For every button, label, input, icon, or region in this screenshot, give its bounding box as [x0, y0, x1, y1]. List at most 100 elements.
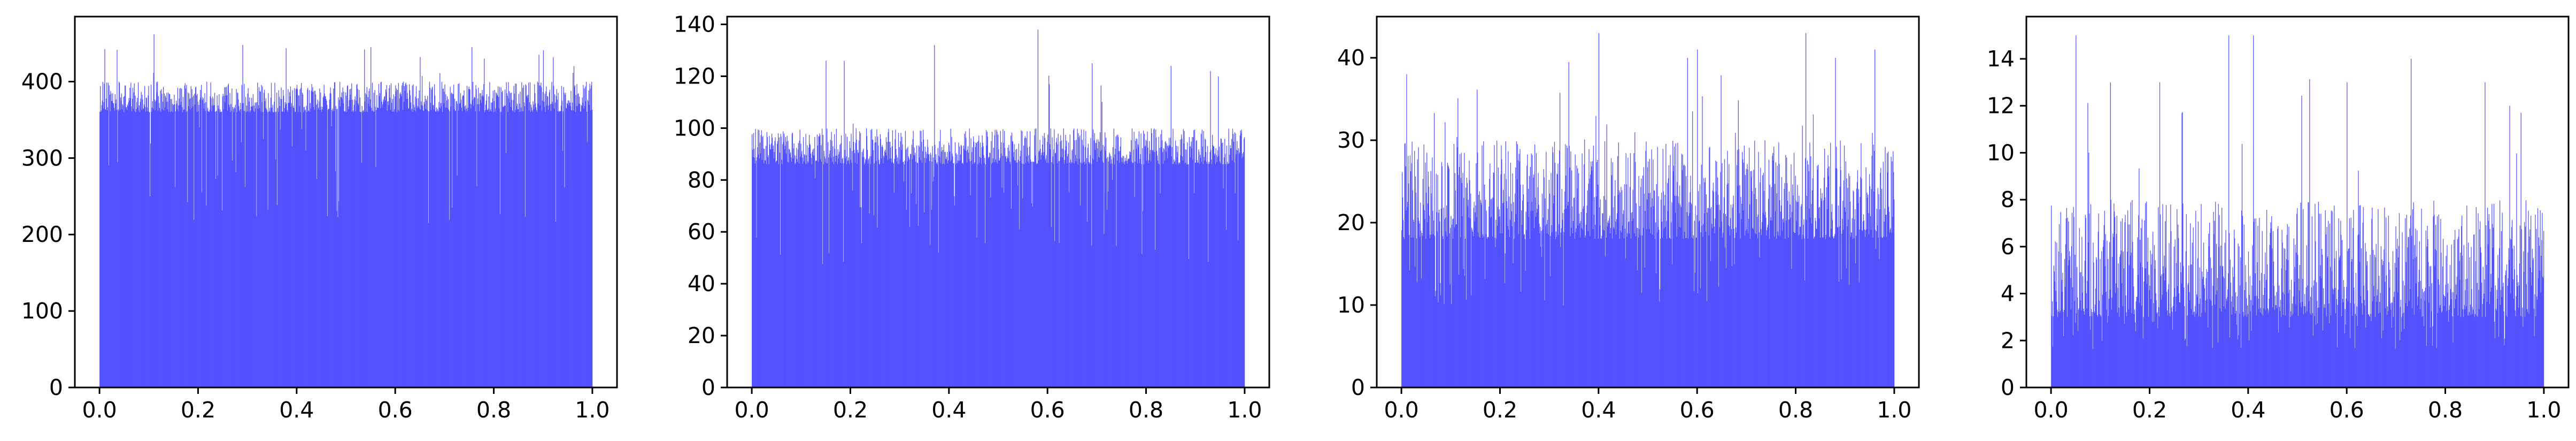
- histogram-bar: [980, 142, 981, 387]
- histogram-bar: [2304, 294, 2305, 387]
- histogram-bar: [1489, 179, 1490, 387]
- histogram-bar: [2108, 316, 2109, 387]
- histogram-bar: [1874, 150, 1875, 387]
- histogram-bar: [525, 217, 526, 387]
- histogram-bar: [1056, 138, 1058, 387]
- histogram-bar: [172, 103, 173, 387]
- histogram-bar: [579, 96, 580, 388]
- histogram-bar: [575, 112, 576, 387]
- histogram-bar: [882, 147, 883, 387]
- histogram-bar: [2336, 347, 2338, 387]
- histogram-bar: [1469, 180, 1470, 387]
- histogram-bar: [126, 107, 127, 387]
- histogram-bar: [2493, 227, 2494, 387]
- histogram-bar: [774, 141, 775, 387]
- histogram-bar: [582, 103, 583, 387]
- histogram-bar: [1827, 155, 1829, 387]
- histogram-bar: [808, 147, 809, 387]
- histogram-bar: [822, 264, 823, 387]
- histogram-bar: [1846, 268, 1847, 387]
- histogram-bar: [282, 111, 283, 387]
- histogram-bar: [1455, 191, 1456, 387]
- histogram-bar: [192, 106, 194, 388]
- histogram-bar: [112, 93, 113, 387]
- histogram-bar: [2363, 207, 2364, 387]
- histogram-bar: [1462, 173, 1463, 387]
- histogram-bar: [312, 87, 313, 387]
- histogram-bar: [547, 110, 549, 387]
- histogram-bar: [2353, 210, 2354, 387]
- histogram-bar: [1083, 145, 1084, 387]
- histogram-bar: [1164, 161, 1165, 387]
- histogram-bar: [1043, 155, 1044, 387]
- histogram-bar: [1000, 131, 1001, 387]
- histogram-bar: [1048, 75, 1050, 387]
- histogram-bar: [2143, 282, 2145, 387]
- histogram-bar: [2319, 276, 2320, 387]
- histogram-bar: [1118, 137, 1119, 387]
- histogram-bar: [1550, 235, 1551, 387]
- histogram-bar: [2140, 262, 2141, 387]
- histogram-bar: [920, 160, 921, 387]
- histogram-bar: [960, 154, 961, 387]
- histogram-bar: [2390, 309, 2392, 387]
- histogram-bar: [411, 111, 412, 388]
- histogram-bar: [1046, 163, 1047, 387]
- histogram-bar: [1505, 253, 1506, 387]
- histogram-bar: [1418, 221, 1420, 387]
- histogram-bar: [1441, 162, 1443, 387]
- histogram-bar: [1406, 74, 1407, 388]
- x-tick-label: 0.8: [2428, 397, 2463, 423]
- histogram-bar: [1580, 221, 1581, 387]
- histogram-bar: [2300, 302, 2301, 387]
- histogram-bar: [200, 85, 202, 388]
- histogram-bar: [1154, 152, 1155, 387]
- histogram-bar: [1861, 178, 1862, 387]
- histogram-bar: [235, 104, 236, 387]
- histogram-bar: [2223, 276, 2224, 387]
- histogram-bar: [1225, 164, 1227, 387]
- histogram-bar: [1565, 176, 1567, 387]
- histogram-bar: [1891, 233, 1892, 387]
- histogram-bar: [408, 84, 410, 387]
- histogram-bar: [2061, 279, 2062, 387]
- histogram-bar: [2125, 295, 2126, 387]
- histogram-bar: [2254, 218, 2255, 387]
- histogram-bar: [812, 151, 813, 387]
- histogram-bar: [215, 179, 216, 387]
- histogram-bar: [2358, 234, 2359, 387]
- histogram-bar: [590, 110, 591, 387]
- y-tick-label: 0: [49, 375, 63, 400]
- histogram-bar: [1081, 129, 1082, 387]
- histogram-bar: [1444, 219, 1445, 387]
- histogram-bar: [2394, 292, 2395, 387]
- y-tick-label: 0: [2001, 375, 2015, 400]
- histogram-bar: [957, 154, 958, 387]
- histogram-bar: [2213, 234, 2215, 387]
- histogram-bar: [1218, 146, 1220, 387]
- histogram-bar: [203, 98, 204, 388]
- histogram-bar: [1519, 161, 1520, 387]
- histogram-bar: [1520, 185, 1521, 387]
- histogram-bar: [1590, 174, 1591, 387]
- histogram-bar: [1174, 162, 1175, 387]
- histogram-bar: [955, 164, 957, 387]
- histogram-bar: [422, 105, 423, 387]
- histogram-bar: [1228, 163, 1229, 387]
- histogram-bar: [1048, 83, 1050, 388]
- histogram-bar: [814, 136, 815, 388]
- histogram-bar: [1708, 235, 1709, 387]
- histogram-bar: [519, 112, 520, 387]
- histogram-bar: [2230, 260, 2231, 387]
- histogram-bar: [2058, 252, 2060, 387]
- histogram-bar: [2119, 256, 2120, 387]
- histogram-bar: [456, 101, 457, 387]
- histogram-bar: [1757, 238, 1758, 387]
- histogram-bar: [418, 98, 419, 387]
- histogram-bar: [2217, 278, 2218, 387]
- histogram-bar: [2283, 315, 2284, 387]
- histogram-bar: [1619, 239, 1620, 387]
- x-tick-label: 0.6: [378, 397, 413, 423]
- histogram-bar: [2444, 296, 2445, 387]
- histogram-bar: [1745, 174, 1746, 387]
